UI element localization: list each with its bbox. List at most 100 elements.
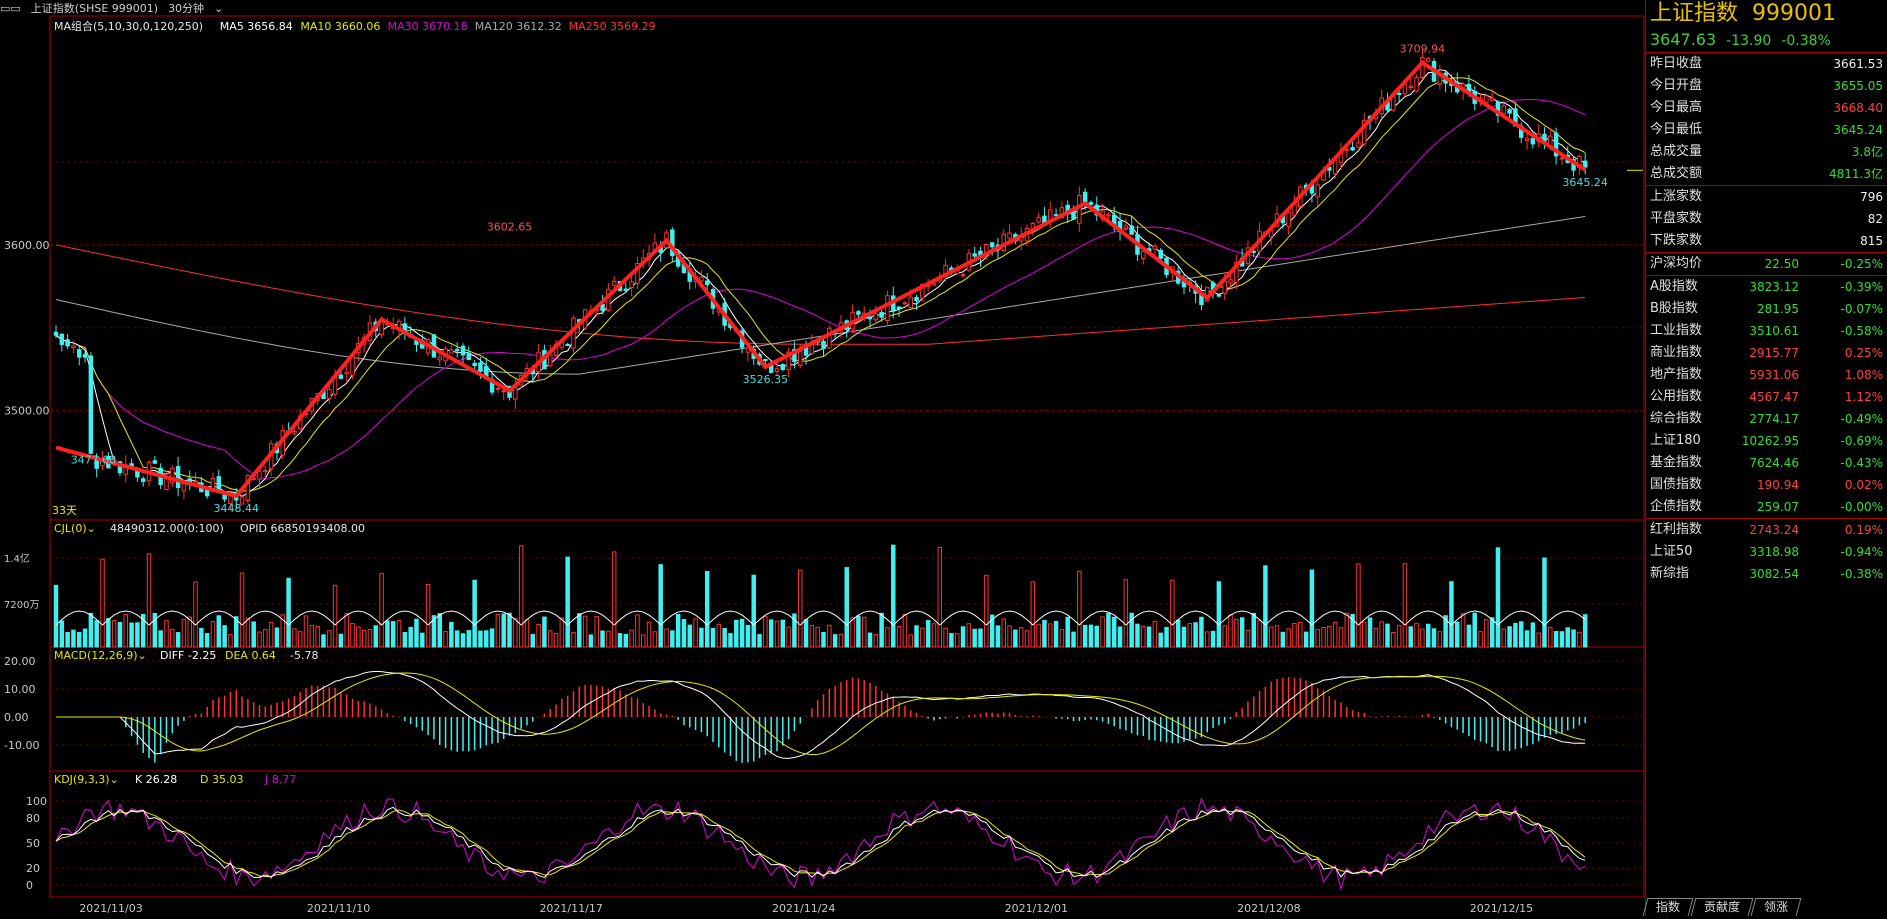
period-selector[interactable]: 30分钟 ⌄ bbox=[168, 2, 224, 15]
index-list: A股指数 3823.12 -0.39% B股指数 281.95 -0.07% 工业指数 351… bbox=[1646, 276, 1887, 519]
chevron-down-icon: ⌄ bbox=[214, 2, 224, 15]
index-row[interactable]: A股指数 3823.12 -0.39% bbox=[1646, 276, 1887, 298]
breadth-row[interactable]: 上涨家数 796 bbox=[1646, 186, 1887, 208]
candle-body bbox=[350, 356, 355, 376]
volume-bar bbox=[1117, 626, 1123, 648]
volume-bar bbox=[1408, 626, 1413, 648]
date-tick-label: 2021/12/08 bbox=[1237, 902, 1300, 915]
volume-bar bbox=[722, 628, 727, 648]
row-change: -0.69% bbox=[1840, 434, 1883, 448]
volume-bar bbox=[1315, 628, 1320, 648]
chart-area[interactable]: 3600.00 3500.00 3477.68 3448.44 3602.65 3526.… bbox=[0, 0, 1645, 916]
volume-bar bbox=[361, 629, 367, 648]
row-value: 796 bbox=[1860, 190, 1883, 204]
volume-bar bbox=[1274, 625, 1280, 648]
candle-body bbox=[565, 344, 570, 347]
volume-bar bbox=[1367, 617, 1373, 648]
volume-bar bbox=[1385, 623, 1390, 648]
volume-bar bbox=[524, 619, 530, 648]
candle-body bbox=[1152, 245, 1158, 250]
volume-bar bbox=[914, 625, 919, 648]
volume-bar bbox=[780, 619, 786, 648]
volume-bar bbox=[1007, 625, 1012, 648]
row-value: 3823.12 bbox=[1749, 280, 1799, 294]
volume-bar bbox=[629, 629, 634, 648]
index-row[interactable]: 地产指数 5931.06 1.08% bbox=[1646, 364, 1887, 386]
volume-bar bbox=[1187, 623, 1193, 648]
date-tick-label: 2021/11/10 bbox=[307, 902, 370, 915]
stat-row[interactable]: 总成交量 3.8亿 bbox=[1646, 141, 1887, 163]
candle-body bbox=[914, 296, 919, 302]
volume-bar bbox=[943, 627, 948, 648]
candle-body bbox=[1082, 191, 1088, 203]
row-value: 259.07 bbox=[1757, 500, 1799, 514]
stat-row[interactable]: 今日最高 3668.40 bbox=[1646, 97, 1887, 119]
ma30-line bbox=[55, 98, 1586, 479]
breadth-row[interactable]: 下跌家数 815 bbox=[1646, 230, 1887, 252]
index-row[interactable]: B股指数 281.95 -0.07% bbox=[1646, 298, 1887, 320]
stat-row[interactable]: 总成交额 4811.3亿 bbox=[1646, 163, 1887, 185]
volume-bar bbox=[920, 627, 925, 648]
tab-指数[interactable]: 指数 bbox=[1642, 898, 1694, 916]
date-tick-label: 2021/11/03 bbox=[79, 902, 142, 915]
candle-body bbox=[600, 304, 605, 311]
volume-bar bbox=[1559, 631, 1565, 648]
volume-bar bbox=[1048, 623, 1053, 648]
index-row[interactable]: 综合指数 2774.17 -0.49% bbox=[1646, 408, 1887, 430]
index-row[interactable]: 国债指数 190.94 0.02% bbox=[1646, 474, 1887, 496]
macd-tick-label: 0.00 bbox=[4, 711, 29, 724]
volume-bar bbox=[1292, 622, 1297, 648]
index-row[interactable]: 工业指数 3510.61 -0.58% bbox=[1646, 320, 1887, 342]
ma-legend-item: MA120 3612.32 bbox=[475, 20, 562, 33]
volume-bar bbox=[1059, 629, 1065, 648]
volume-bar bbox=[1146, 626, 1152, 648]
volume-bar bbox=[1402, 563, 1408, 648]
volume-bar bbox=[1170, 579, 1175, 648]
stat-row[interactable]: 今日开盘 3655.05 bbox=[1646, 75, 1887, 97]
volume-bar bbox=[827, 624, 832, 648]
ma120-line bbox=[55, 215, 1586, 375]
volume-bar bbox=[1024, 630, 1030, 648]
index-row[interactable]: 企债指数 259.07 -0.00% bbox=[1646, 496, 1887, 518]
index-row[interactable]: 红利指数 2743.24 0.19% bbox=[1646, 519, 1887, 541]
volume-bar bbox=[925, 620, 931, 648]
row-label: 今日开盘 bbox=[1650, 78, 1703, 93]
candle-body bbox=[327, 388, 332, 400]
row-change: -0.94% bbox=[1840, 545, 1883, 559]
candle-body bbox=[65, 339, 70, 347]
index-row[interactable]: 上证50 3318.98 -0.94% bbox=[1646, 541, 1887, 563]
volume-bar bbox=[547, 630, 553, 648]
volume-bar bbox=[646, 621, 652, 648]
volume-bar bbox=[664, 628, 669, 648]
kline-chart[interactable]: 3600.00 3500.00 3477.68 3448.44 3602.65 3526.… bbox=[0, 0, 1645, 916]
avg-row[interactable]: 沪深均价 22.50 -0.25% bbox=[1650, 256, 1883, 271]
index-row[interactable]: 上证180 10262.95 -0.69% bbox=[1646, 430, 1887, 452]
volume-bar bbox=[1356, 563, 1361, 648]
volume-bar bbox=[111, 620, 117, 648]
candle-body bbox=[193, 480, 198, 483]
row-change: 0.02% bbox=[1844, 478, 1883, 492]
stat-row[interactable]: 今日最低 3645.24 bbox=[1646, 119, 1887, 141]
price-tick-label: 3500.00 bbox=[4, 405, 50, 418]
tab-贡献度[interactable]: 贡献度 bbox=[1690, 898, 1754, 916]
volume-bar bbox=[1489, 617, 1495, 648]
candle-body bbox=[896, 306, 902, 310]
row-change: -0.38% bbox=[1840, 567, 1883, 581]
volume-bar bbox=[1245, 630, 1251, 648]
stat-row[interactable]: 昨日收盘 3661.53 bbox=[1646, 53, 1887, 75]
index-row[interactable]: 商业指数 2915.77 0.25% bbox=[1646, 342, 1887, 364]
tab-领涨[interactable]: 领涨 bbox=[1750, 898, 1802, 916]
volume-bar bbox=[1199, 616, 1204, 648]
index-row[interactable]: 公用指数 4567.47 1.12% bbox=[1646, 386, 1887, 408]
index-list-2: 红利指数 2743.24 0.19% 上证50 3318.98 -0.94% 新综指 3082… bbox=[1646, 519, 1887, 585]
candle-body bbox=[1053, 214, 1059, 217]
index-row[interactable]: 基金指数 7624.46 -0.43% bbox=[1646, 452, 1887, 474]
row-label: 工业指数 bbox=[1650, 323, 1703, 338]
index-row[interactable]: 新综指 3082.54 -0.38% bbox=[1646, 563, 1887, 585]
volume-bar bbox=[210, 621, 216, 648]
volume-bar bbox=[1152, 620, 1158, 648]
breadth-row[interactable]: 平盘家数 82 bbox=[1646, 208, 1887, 230]
volume-bar bbox=[1321, 626, 1326, 648]
volume-bar bbox=[751, 574, 756, 648]
volume-bar bbox=[1216, 581, 1222, 648]
